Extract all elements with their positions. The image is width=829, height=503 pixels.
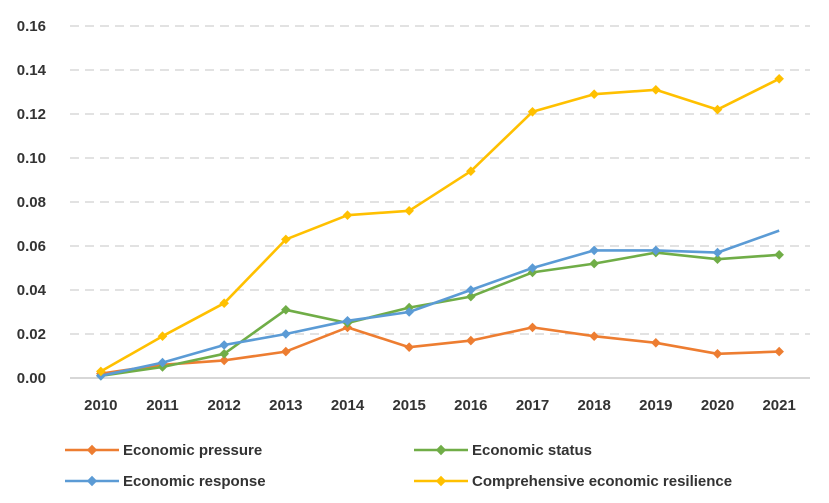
data-point [651, 338, 661, 348]
series-line [100, 229, 780, 378]
data-point [466, 291, 476, 302]
y-axis-ticks: 0.00 0.02 0.04 0.06 0.08 0.10 0.12 0.14 0.16 [17, 18, 47, 387]
x-tick-label: 2010 [84, 397, 117, 414]
legend-marker [435, 475, 447, 487]
x-tick-label: 2021 [762, 397, 795, 414]
data-point [589, 245, 599, 256]
x-tick-label: 2015 [392, 397, 425, 414]
data-point [281, 305, 291, 315]
legend-label: Economic response [123, 473, 266, 490]
y-tick-label: 0.06 [17, 238, 46, 255]
series-line [100, 77, 780, 373]
data-point [651, 245, 661, 256]
data-point [712, 247, 723, 258]
data-point [157, 331, 168, 341]
legend-label: Economic status [472, 442, 592, 459]
legend-marker [86, 444, 98, 456]
data-point [712, 104, 723, 115]
data-point [466, 285, 476, 295]
data-point [404, 206, 414, 216]
y-tick-label: 0.16 [17, 18, 46, 35]
data-point [219, 349, 229, 359]
legend-item: Comprehensive economic resilience [414, 473, 732, 490]
x-tick-label: 2013 [269, 397, 302, 414]
data-point [712, 349, 723, 359]
data-point [589, 89, 599, 99]
data-point [219, 355, 229, 366]
y-tick-label: 0.00 [17, 370, 46, 387]
x-tick-label: 2011 [146, 397, 179, 414]
data-point [466, 335, 476, 346]
legend-item: Economic pressure [65, 442, 262, 459]
data-point [774, 74, 784, 84]
x-tick-label: 2014 [331, 397, 365, 414]
series-group [96, 74, 784, 381]
series-0 [96, 322, 784, 379]
data-point [342, 210, 353, 220]
x-tick-label: 2019 [639, 397, 672, 414]
legend-item: Economic response [65, 473, 266, 490]
data-point [281, 329, 291, 339]
legend-marker [435, 444, 447, 456]
data-point [527, 263, 538, 273]
x-tick-label: 2016 [454, 397, 487, 414]
data-point [281, 346, 291, 357]
y-tick-label: 0.12 [17, 106, 46, 123]
x-tick-label: 2020 [701, 397, 734, 414]
data-point [157, 357, 168, 368]
series-3 [96, 74, 784, 377]
data-point [219, 340, 229, 350]
x-tick-label: 2012 [207, 397, 240, 414]
data-point [342, 316, 353, 326]
data-point [466, 166, 476, 176]
data-point [281, 234, 291, 245]
x-tick-label: 2018 [577, 397, 610, 414]
data-point [527, 107, 538, 117]
x-axis-ticks: 2010 2011 2012 2013 2014 2015 2016 2017 2018 2019… [84, 397, 796, 414]
legend-label: Economic pressure [123, 442, 262, 459]
data-point [96, 366, 106, 377]
y-tick-label: 0.14 [17, 62, 47, 79]
data-point [527, 322, 538, 333]
legend-marker [86, 475, 98, 487]
x-tick-label: 2017 [516, 397, 549, 414]
series-line [100, 326, 780, 375]
gridlines [70, 25, 810, 335]
legend-label: Comprehensive economic resilience [472, 473, 732, 490]
data-point [404, 342, 414, 352]
y-tick-label: 0.08 [17, 194, 46, 211]
y-tick-label: 0.02 [17, 326, 46, 343]
data-point [589, 258, 599, 269]
data-point [589, 331, 599, 341]
y-tick-label: 0.10 [17, 150, 46, 167]
data-point [774, 346, 784, 357]
data-point [404, 307, 414, 317]
data-point [712, 254, 723, 264]
data-point [219, 298, 229, 308]
data-point [651, 85, 661, 95]
y-tick-label: 0.04 [17, 282, 47, 299]
series-1 [96, 247, 784, 381]
legend-item: Economic status [414, 442, 592, 459]
legend: Economic pressure Economic status Economic… [65, 442, 732, 490]
data-point [774, 250, 784, 260]
